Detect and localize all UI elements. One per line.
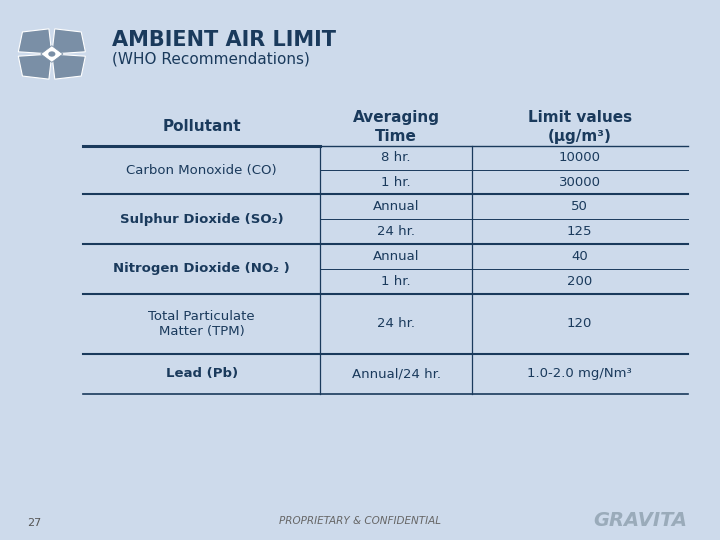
Text: (WHO Recommendations): (WHO Recommendations)	[112, 51, 310, 66]
Text: Carbon Monoxide (CO): Carbon Monoxide (CO)	[126, 164, 277, 177]
Text: Lead (Pb): Lead (Pb)	[166, 367, 238, 381]
Text: 8 hr.: 8 hr.	[382, 151, 410, 165]
Text: AMBIENT AIR LIMIT: AMBIENT AIR LIMIT	[112, 30, 336, 50]
Text: Averaging: Averaging	[353, 110, 439, 125]
Text: 1.0-2.0 mg/Nm³: 1.0-2.0 mg/Nm³	[527, 367, 632, 381]
Text: 10000: 10000	[559, 151, 600, 165]
Text: 125: 125	[567, 225, 593, 238]
Text: Sulphur Dioxide (SO₂): Sulphur Dioxide (SO₂)	[120, 213, 284, 226]
Text: 120: 120	[567, 317, 593, 330]
Text: Nitrogen Dioxide (NO₂ ): Nitrogen Dioxide (NO₂ )	[113, 262, 290, 275]
Text: 50: 50	[571, 200, 588, 213]
Text: Pollutant: Pollutant	[162, 119, 241, 134]
Text: 1 hr.: 1 hr.	[381, 176, 411, 189]
Text: 24 hr.: 24 hr.	[377, 225, 415, 238]
Text: PROPRIETARY & CONFIDENTIAL: PROPRIETARY & CONFIDENTIAL	[279, 516, 441, 526]
Text: Limit values: Limit values	[528, 110, 631, 125]
Text: 1 hr.: 1 hr.	[381, 275, 411, 288]
Text: Annual: Annual	[373, 200, 419, 213]
Text: GRAVITA: GRAVITA	[593, 511, 688, 530]
Text: Annual: Annual	[373, 250, 419, 263]
Text: Time: Time	[375, 129, 417, 144]
Text: (μg/m³): (μg/m³)	[548, 129, 611, 144]
Text: 200: 200	[567, 275, 593, 288]
Text: Annual/24 hr.: Annual/24 hr.	[351, 367, 441, 381]
Text: 27: 27	[27, 518, 42, 528]
Text: 24 hr.: 24 hr.	[377, 317, 415, 330]
Text: 30000: 30000	[559, 176, 600, 189]
Text: 40: 40	[571, 250, 588, 263]
Text: Total Particulate
Matter (TPM): Total Particulate Matter (TPM)	[148, 310, 255, 338]
